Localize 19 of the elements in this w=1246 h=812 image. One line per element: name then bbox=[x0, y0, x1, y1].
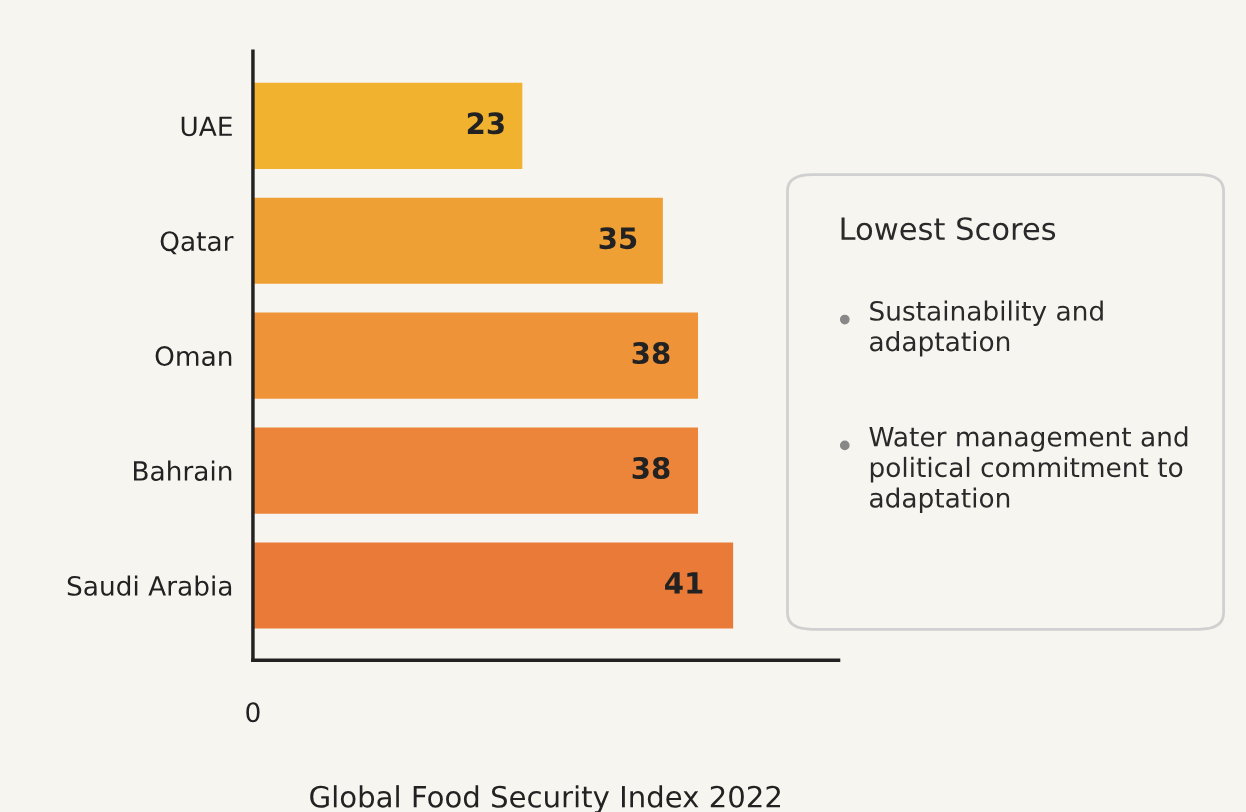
bar bbox=[252, 197, 663, 284]
text: Water management and political commitment to adaptation bbox=[869, 426, 1188, 513]
text: 0 bbox=[246, 702, 260, 723]
y-tick-label: Bahrain bbox=[134, 460, 232, 481]
bar bbox=[252, 542, 734, 629]
data-label: 38 bbox=[632, 342, 670, 365]
text: Sustainability and adaptation bbox=[870, 300, 1103, 357]
data-label: 23 bbox=[467, 112, 504, 135]
text: Lowest Scores bbox=[841, 217, 1056, 241]
data-label: 41 bbox=[665, 572, 703, 594]
y-tick-label: UAE bbox=[181, 116, 232, 137]
y-tick-label: Saudi Arabia bbox=[67, 575, 232, 596]
data-label: 38 bbox=[632, 456, 670, 480]
bar bbox=[252, 427, 699, 514]
data-label: 35 bbox=[599, 227, 637, 250]
bar bbox=[252, 82, 523, 169]
y-tick-label: Oman bbox=[155, 346, 232, 367]
y-tick-label: Qatar bbox=[160, 231, 234, 255]
bar bbox=[252, 312, 699, 399]
